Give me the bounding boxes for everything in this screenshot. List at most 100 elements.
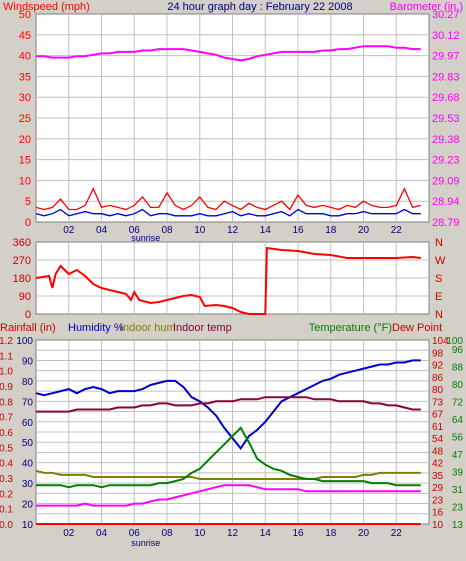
dewpoint-tick-label: 13 <box>452 520 464 531</box>
humidity-tick-label: 70 <box>22 397 34 408</box>
windspeed-tick-label: 10 <box>19 175 31 187</box>
humidity-tick-label: 90 <box>22 356 34 367</box>
x-tick-label: 08 <box>161 225 173 236</box>
rainfall-tick-label: 0.6 <box>0 428 13 439</box>
direction-tick-label: 0 <box>25 309 31 321</box>
dewpoint-tick-label: 23 <box>452 502 464 513</box>
dewpoint-tick-label: 72 <box>452 397 464 408</box>
windspeed-tick-label: 25 <box>19 113 31 125</box>
temperature-tick-label: 42 <box>432 459 444 470</box>
x-tick-label: 20 <box>358 225 370 236</box>
rainfall-tick-label: 0.5 <box>0 443 13 454</box>
x-tick-label: 18 <box>325 225 337 236</box>
rainfall-tick-label: 1.0 <box>0 367 13 378</box>
series-line-dew-point <box>36 484 421 507</box>
temperature-tick-label: 67 <box>432 410 444 421</box>
temperature-tick-label: 23 <box>432 495 444 506</box>
x-tick-label: 12 <box>227 225 239 236</box>
barometer-tick-label: 28.79 <box>432 217 460 229</box>
compass-label: N <box>435 309 443 321</box>
series-line-barometer <box>36 45 421 62</box>
dewpoint-tick-label: 31 <box>452 485 464 496</box>
barometer-tick-label: 29.83 <box>432 71 460 83</box>
x-tick-label: 22 <box>391 225 403 236</box>
rainfall-tick-label: 0.1 <box>0 505 13 516</box>
indoor-hum-legend-label: Indoor hum <box>120 322 176 334</box>
temperature-tick-label: 98 <box>432 348 444 359</box>
x-tick-label: 04 <box>96 528 108 539</box>
temperature-tick-label: 54 <box>432 434 444 445</box>
x-tick-label: 06 <box>129 528 141 539</box>
rainfall-tick-label: 1.1 <box>0 351 13 362</box>
temperature-tick-label: 10 <box>432 520 444 531</box>
temperature-tick-label: 61 <box>432 422 444 433</box>
x-tick-label: 02 <box>63 225 75 236</box>
rainfall-tick-label: 1.2 <box>0 336 13 347</box>
x-tick-label: 10 <box>194 528 206 539</box>
x-tick-label: 22 <box>391 528 403 539</box>
windspeed-axis-title: Windspeed (mph) <box>3 1 90 13</box>
barometer-axis-title: Barometer (in.) <box>390 1 463 13</box>
rainfall-tick-label: 0.8 <box>0 397 13 408</box>
barometer-tick-label: 29.23 <box>432 155 460 167</box>
dewpoint-tick-label: 64 <box>452 415 464 426</box>
sunrise-label: sunrise <box>131 233 160 243</box>
x-tick-label: 12 <box>227 528 239 539</box>
dewpoint-tick-label: 88 <box>452 362 464 373</box>
x-tick-label: 04 <box>96 225 108 236</box>
barometer-tick-label: 28.94 <box>432 196 460 208</box>
humidity-tick-label: 10 <box>22 520 34 531</box>
dewpoint-tick-label: 56 <box>452 432 464 443</box>
x-tick-label: 10 <box>194 225 206 236</box>
barometer-tick-label: 29.97 <box>432 51 460 63</box>
x-tick-label: 08 <box>161 528 173 539</box>
temperature-tick-label: 29 <box>432 483 444 494</box>
direction-tick-label: 360 <box>13 237 31 249</box>
dewpoint-tick-label: 39 <box>452 467 464 478</box>
rainfall-tick-label: 0.0 <box>0 520 13 531</box>
windspeed-tick-label: 15 <box>19 155 31 167</box>
dewpoint-tick-label: 100 <box>446 336 463 347</box>
x-tick-label: 02 <box>63 528 75 539</box>
barometer-tick-label: 29.53 <box>432 113 460 125</box>
humidity-tick-label: 30 <box>22 479 34 490</box>
rainfall-tick-label: 0.2 <box>0 489 13 500</box>
windspeed-tick-label: 5 <box>25 196 31 208</box>
windspeed-tick-label: 20 <box>19 134 31 146</box>
dewpoint-tick-label: 96 <box>452 345 464 356</box>
series-line-wind_gust <box>35 187 421 211</box>
compass-label: E <box>435 291 442 303</box>
rainfall-legend-label: Rainfall (in) <box>0 322 56 334</box>
temperature-tick-label: 92 <box>432 361 444 372</box>
rainfall-tick-label: 0.7 <box>0 413 13 424</box>
x-tick-label: 16 <box>292 528 304 539</box>
barometer-tick-label: 29.38 <box>432 134 460 146</box>
rainfall-tick-label: 0.3 <box>0 474 13 485</box>
x-tick-label: 06 <box>129 225 141 236</box>
series-line-temperature-f- <box>36 426 421 489</box>
humidity-tick-label: 60 <box>22 418 34 429</box>
series-line-humidity- <box>35 359 421 451</box>
windspeed-tick-label: 45 <box>19 30 31 42</box>
dewpoint-legend-label: Dew Point <box>392 322 442 334</box>
rainfall-tick-label: 0.9 <box>0 382 13 393</box>
x-tick-label: 16 <box>292 225 304 236</box>
barometer-tick-label: 29.68 <box>432 92 460 104</box>
direction-tick-label: 90 <box>19 291 31 303</box>
humidity-tick-label: 100 <box>16 336 33 347</box>
temperature-tick-label: 104 <box>432 336 449 347</box>
x-tick-label: 14 <box>260 528 272 539</box>
series-line-indoor-temp <box>36 396 421 413</box>
series-line-wind_avg <box>35 208 421 217</box>
compass-label: N <box>435 237 443 249</box>
x-tick-label: 20 <box>358 528 370 539</box>
windspeed-tick-label: 40 <box>19 51 31 63</box>
series-line-wind_direction <box>35 246 421 315</box>
sunrise-label-bottom: sunrise <box>131 538 160 548</box>
chart-title: 24 hour graph day : February 22 2008 <box>167 1 352 13</box>
windspeed-tick-label: 0 <box>25 217 31 229</box>
temperature-tick-label: 80 <box>432 385 444 396</box>
series-line-indoor-hum <box>35 469 421 480</box>
